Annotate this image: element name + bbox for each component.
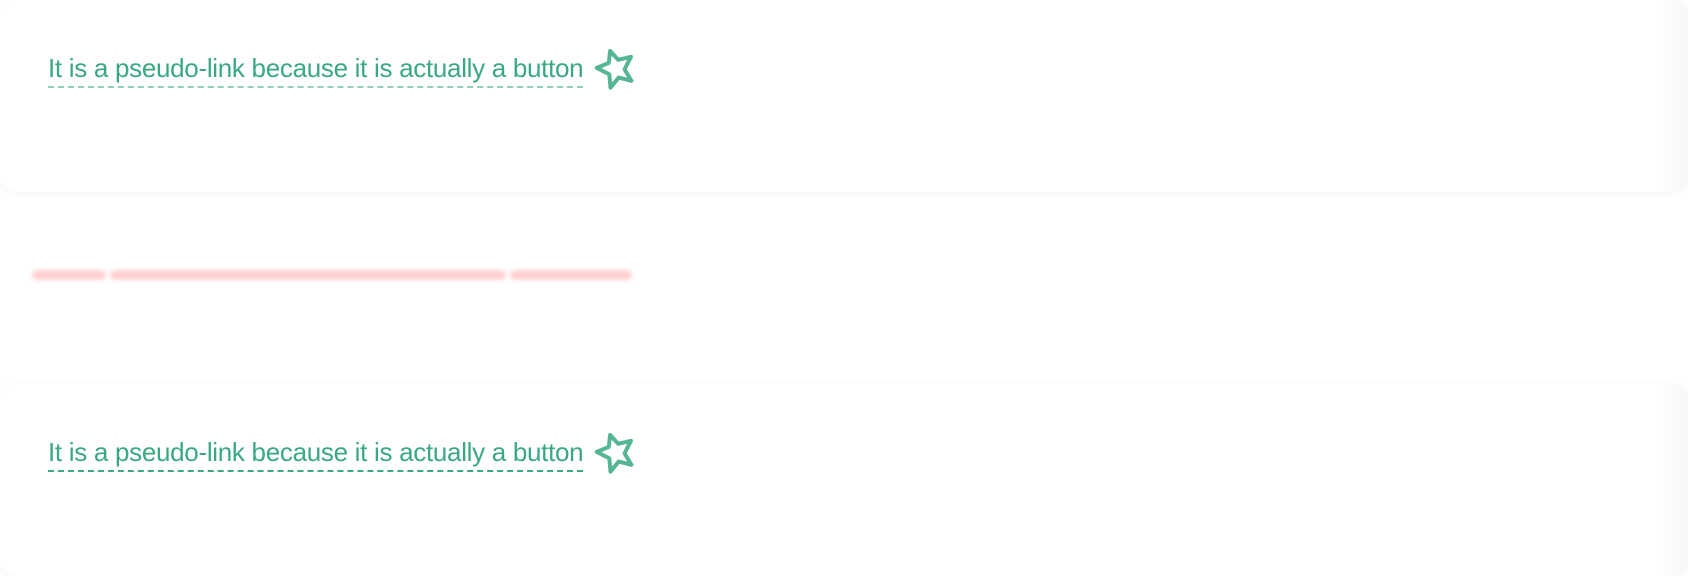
card-top: It is a pseudo-link because it is actual… (0, 0, 1688, 192)
skeleton-text-bar (510, 270, 632, 280)
skeleton-text-bar (32, 270, 106, 280)
star-outline-icon (595, 48, 634, 90)
pseudo-link-label: It is a pseudo-link because it is actual… (48, 435, 584, 472)
pseudo-link-label: It is a pseudo-link because it is actual… (48, 51, 584, 88)
pseudo-link-button[interactable]: It is a pseudo-link because it is actual… (48, 46, 639, 92)
card-bottom: It is a pseudo-link because it is actual… (0, 384, 1688, 576)
pseudo-link-button[interactable]: It is a pseudo-link because it is actual… (48, 430, 639, 476)
star-outline-icon (595, 432, 634, 474)
skeleton-text-bar (110, 270, 506, 280)
